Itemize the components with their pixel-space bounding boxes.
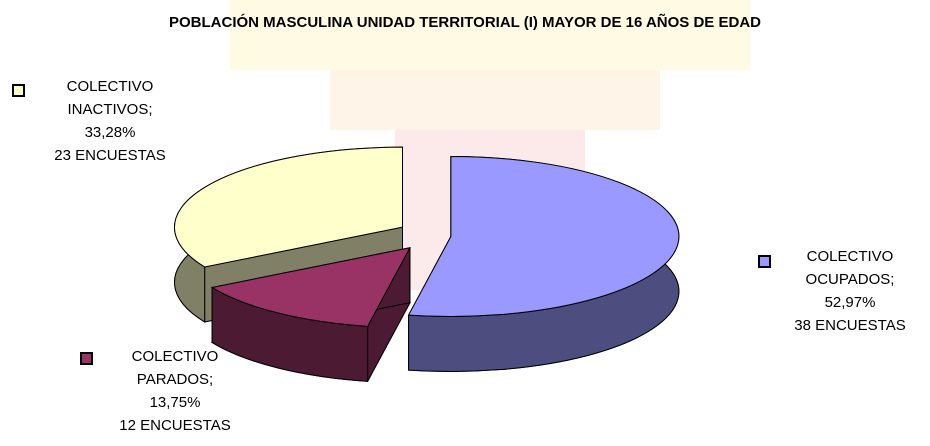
legend-swatch	[80, 352, 93, 365]
legend-swatch	[12, 84, 25, 97]
value-label: 52,97%	[824, 294, 876, 311]
category-label: COLECTIVO OCUPADOS;	[805, 248, 895, 288]
slice	[210, 247, 411, 327]
slice	[407, 155, 680, 317]
data-label: COLECTIVO PARADOS; 13,75% 12 ENCUESTAS	[100, 345, 250, 437]
value-label: 33,28%	[84, 124, 136, 141]
value-label: 13,75%	[149, 394, 201, 411]
data-label: COLECTIVO OCUPADOS; 52,97% 38 ENCUESTAS	[770, 245, 930, 337]
legend-swatch	[758, 255, 771, 268]
slice	[174, 146, 404, 268]
annotation: 23 ENCUESTAS	[54, 147, 166, 164]
annotation: 12 ENCUESTAS	[119, 417, 231, 434]
pie	[174, 146, 680, 382]
annotation: 38 ENCUESTAS	[794, 317, 906, 334]
category-label: COLECTIVO PARADOS;	[131, 348, 219, 388]
data-label: COLECTIVO INACTIVOS; 33,28% 23 ENCUESTAS	[30, 75, 190, 167]
chart-title: POBLACIÓN MASCULINA UNIDAD TERRITORIAL (…	[169, 14, 761, 31]
category-label: COLECTIVO INACTIVOS;	[66, 78, 154, 118]
